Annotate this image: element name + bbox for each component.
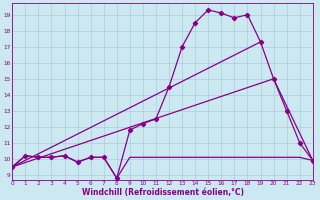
X-axis label: Windchill (Refroidissement éolien,°C): Windchill (Refroidissement éolien,°C) [82,188,244,197]
